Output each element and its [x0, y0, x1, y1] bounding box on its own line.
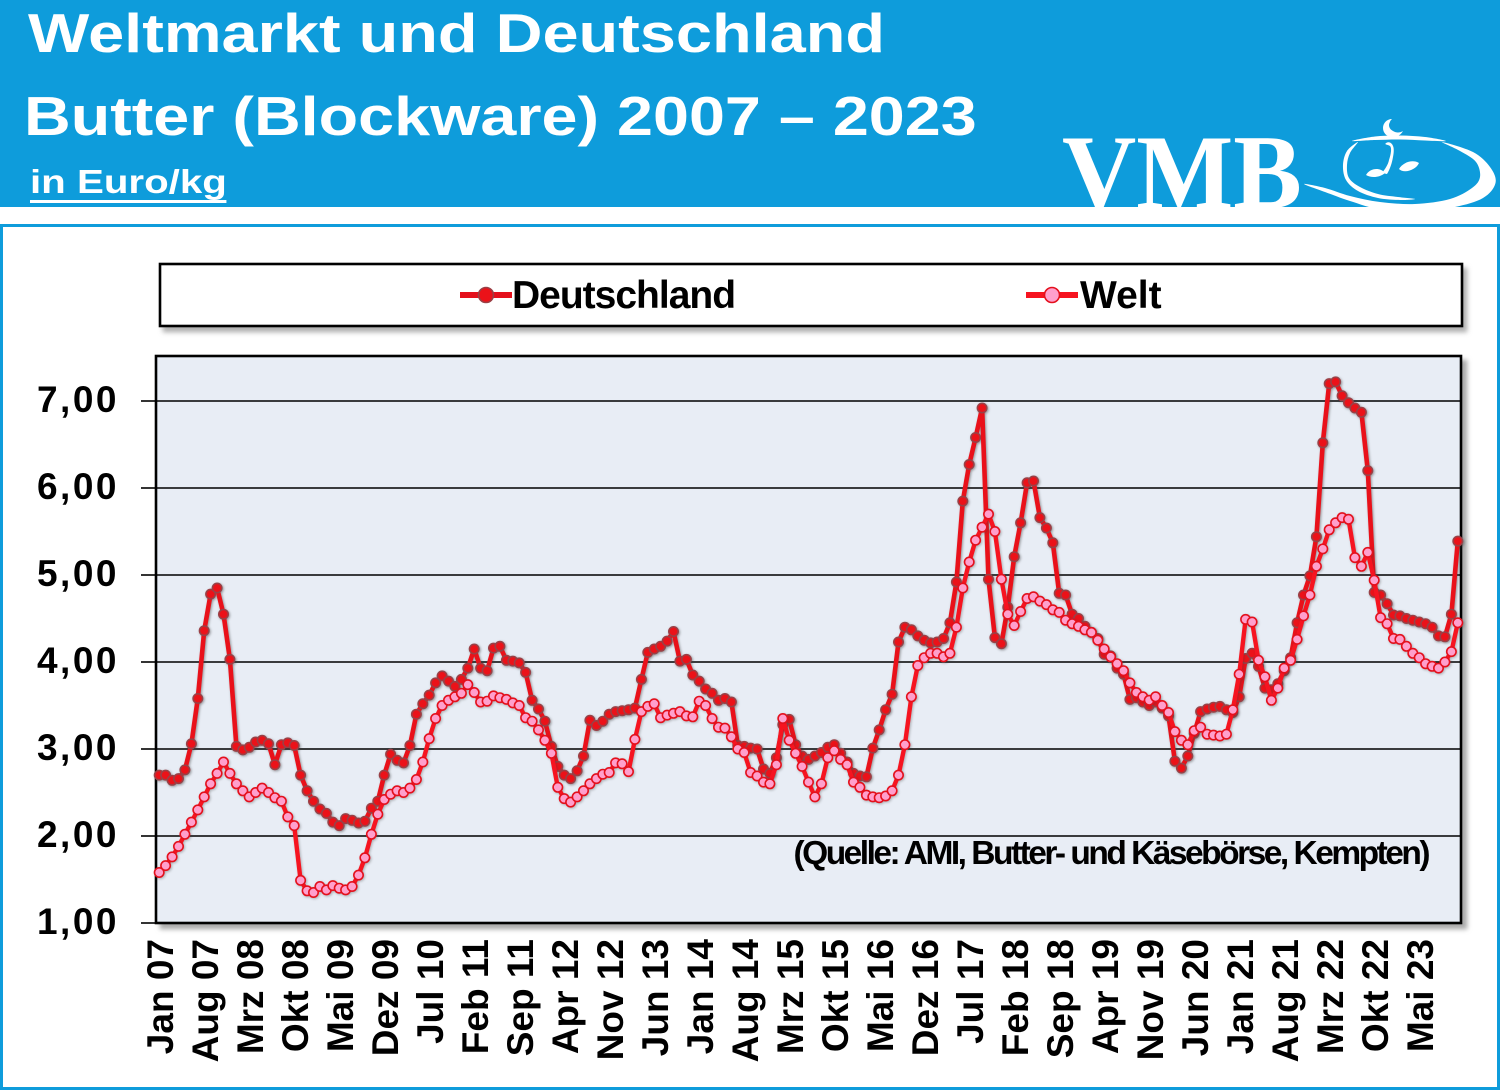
svg-text:Mrz 22: Mrz 22 [1310, 939, 1351, 1054]
svg-text:7,00: 7,00 [37, 379, 119, 420]
svg-text:Welt: Welt [1080, 274, 1162, 317]
svg-text:5,00: 5,00 [37, 553, 119, 594]
svg-text:Jun 13: Jun 13 [635, 939, 676, 1056]
svg-text:2,00: 2,00 [37, 814, 119, 855]
svg-text:Apr 12: Apr 12 [545, 939, 586, 1054]
svg-text:Okt 08: Okt 08 [275, 939, 316, 1052]
svg-text:Jul 17: Jul 17 [950, 939, 991, 1044]
svg-text:Aug 14: Aug 14 [725, 939, 766, 1063]
svg-text:Jan 14: Jan 14 [680, 939, 721, 1055]
svg-text:Mai 16: Mai 16 [860, 939, 901, 1052]
svg-text:Feb 18: Feb 18 [995, 939, 1036, 1056]
svg-text:Okt 15: Okt 15 [815, 939, 856, 1052]
svg-text:Jun 20: Jun 20 [1175, 939, 1216, 1056]
svg-text:Apr 19: Apr 19 [1085, 939, 1126, 1054]
svg-text:Dez 16: Dez 16 [905, 939, 946, 1056]
svg-text:Mrz 15: Mrz 15 [770, 939, 811, 1054]
svg-text:Okt 22: Okt 22 [1355, 939, 1396, 1052]
svg-text:Mrz 08: Mrz 08 [230, 939, 271, 1054]
svg-text:6,00: 6,00 [37, 466, 119, 507]
svg-text:4,00: 4,00 [37, 640, 119, 681]
svg-text:Feb 11: Feb 11 [455, 939, 496, 1054]
svg-text:Deutschland: Deutschland [512, 274, 735, 317]
svg-text:3,00: 3,00 [37, 727, 119, 768]
svg-text:Jan 07: Jan 07 [140, 939, 181, 1054]
svg-text:Sep 18: Sep 18 [1040, 939, 1081, 1058]
svg-text:Dez 09: Dez 09 [365, 939, 406, 1056]
svg-text:Nov 12: Nov 12 [590, 939, 631, 1060]
svg-text:1,00: 1,00 [37, 901, 119, 942]
svg-text:Mai 09: Mai 09 [320, 939, 361, 1052]
svg-text:Aug 21: Aug 21 [1265, 939, 1306, 1062]
svg-text:Aug 07: Aug 07 [185, 939, 226, 1062]
svg-text:Mai 23: Mai 23 [1400, 939, 1441, 1052]
svg-text:Jul 10: Jul 10 [410, 939, 451, 1044]
svg-text:Nov 19: Nov 19 [1130, 939, 1171, 1060]
svg-text:Jan 21: Jan 21 [1220, 939, 1261, 1054]
svg-text:Sep 11: Sep 11 [500, 939, 541, 1056]
svg-text:(Quelle: AMI, Butter- und Käse: (Quelle: AMI, Butter- und Käsebörse, Kem… [794, 835, 1430, 872]
